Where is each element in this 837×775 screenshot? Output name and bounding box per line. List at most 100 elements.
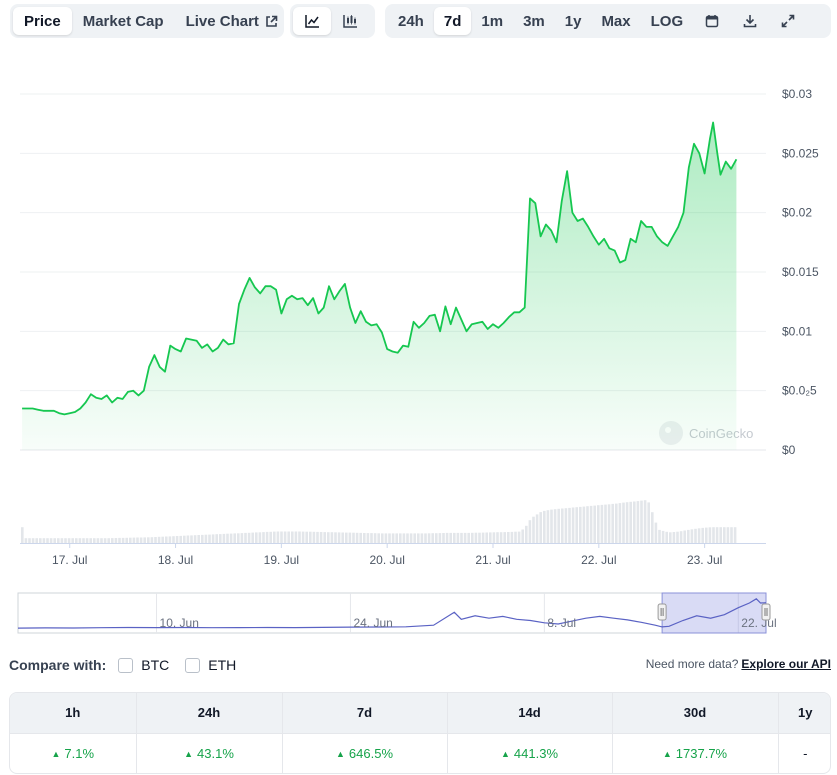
header-1y: 1y (778, 693, 830, 733)
volume-bar (287, 531, 290, 543)
volume-bar (265, 531, 269, 543)
volume-bar (690, 529, 694, 543)
volume-bar (53, 538, 56, 543)
api-promo: Need more data? Explore our API (646, 657, 831, 671)
volume-bar (661, 530, 665, 543)
performance-table: 1h 24h 7d 14d 30d 1y ▲ 7.1% ▲ 43.1% ▲ 646.5… (9, 692, 831, 774)
volume-bar (564, 508, 568, 543)
volume-bar (355, 532, 359, 543)
btc-checkbox[interactable] (118, 657, 134, 673)
change-7d: ▲ 646.5% (282, 732, 448, 773)
volume-bar (240, 533, 244, 543)
volume-bar (258, 532, 262, 543)
navigator-tick-label: 22. Jul (741, 616, 776, 630)
compare-eth[interactable]: ETH (185, 657, 236, 673)
volume-bar (683, 530, 686, 543)
download-button[interactable] (731, 7, 769, 35)
volume-bar (150, 537, 154, 543)
volume-bar (219, 534, 222, 543)
volume-bar (424, 533, 427, 543)
navigator-line (17, 598, 767, 629)
volume-bar (237, 533, 240, 543)
volume-bar (726, 527, 730, 543)
volume-bar (730, 527, 733, 543)
volume-bar (604, 504, 607, 543)
explore-api-link[interactable]: Explore our API (741, 657, 831, 671)
compare-btc[interactable]: BTC (118, 657, 169, 673)
volume-bar (449, 532, 452, 543)
volume-bar (78, 538, 82, 543)
navigator[interactable]: 10. Jun 24. Jun 8. Jul 22. Jul (0, 590, 837, 640)
y-tick-label: $0.02 (782, 206, 812, 220)
candlestick-chart-button[interactable] (331, 7, 369, 35)
tab-market-cap[interactable]: Market Cap (82, 12, 164, 30)
volume-bar (550, 509, 553, 543)
volume-bar (546, 510, 550, 543)
volume-bar (697, 528, 701, 543)
compare-label: Compare with: (9, 657, 107, 673)
volume-bar (384, 533, 388, 543)
range-24h[interactable]: 24h (398, 12, 424, 30)
volume-bar (496, 532, 499, 543)
navigator-handle[interactable] (657, 603, 667, 621)
volume-bar (499, 532, 503, 543)
volume-bar (456, 532, 460, 543)
range-max[interactable]: Max (601, 12, 631, 30)
x-tick-label: 20. Jul (370, 553, 405, 567)
volume-bar (517, 531, 521, 543)
tab-live-chart[interactable]: Live Chart (175, 7, 289, 35)
range-1m[interactable]: 1m (481, 12, 504, 30)
volume-bar (334, 532, 337, 543)
calendar-button[interactable] (693, 7, 731, 35)
price-line (22, 121, 738, 416)
volume-bar (111, 538, 114, 543)
expand-button[interactable] (769, 7, 807, 35)
volume-bar (42, 538, 46, 543)
volume-bar (687, 529, 690, 543)
volume-bar (427, 533, 431, 543)
volume-bar (528, 520, 532, 543)
volume-bar (348, 532, 352, 543)
metric-tabs: Price Market Cap Live Chart (10, 4, 284, 38)
volume-bar (71, 538, 74, 543)
volume-bar (129, 537, 132, 543)
volume-bar (39, 538, 42, 543)
volume-bar (712, 527, 715, 543)
y-tick-label: $0.025 (782, 146, 819, 160)
volume-bar (733, 527, 737, 543)
navigator-tick-label: 8. Jul (547, 616, 576, 630)
price-chart[interactable]: $0$0.0₂5$0.01$0.015$0.02$0.025$0.03 Coin… (0, 44, 837, 574)
volume-bar (139, 537, 143, 543)
volume-bar (669, 532, 672, 543)
log-toggle[interactable]: LOG (650, 12, 684, 30)
volume-bar (543, 510, 546, 543)
volume-bar (622, 502, 625, 543)
x-tick-label: 18. Jul (158, 553, 193, 567)
volume-bar (708, 527, 712, 543)
range-1y[interactable]: 1y (564, 12, 582, 30)
volume-bar (672, 532, 676, 543)
range-7d[interactable]: 7d (433, 7, 472, 35)
volume-bar (172, 536, 175, 543)
x-tick-label: 22. Jul (581, 553, 616, 567)
volume-bar (665, 531, 668, 543)
volume-bar (607, 504, 611, 543)
volume-bar (571, 507, 575, 543)
tab-price[interactable]: Price (13, 7, 72, 35)
volume-bar (586, 506, 589, 543)
line-chart-button[interactable] (293, 7, 331, 35)
volume-bar (625, 502, 629, 543)
volume-bar (103, 538, 107, 543)
eth-checkbox[interactable] (185, 657, 201, 673)
volume-bar (597, 505, 600, 543)
range-3m[interactable]: 3m (523, 12, 545, 30)
header-14d: 14d (447, 693, 613, 733)
volume-bar (75, 538, 78, 543)
price-area (22, 122, 737, 450)
volume-bar (247, 532, 251, 543)
volume-bar (460, 532, 463, 543)
navigator-handle[interactable] (761, 603, 771, 621)
volume-bar (651, 512, 654, 543)
volume-bar (46, 538, 49, 543)
volume-bar (294, 531, 298, 543)
